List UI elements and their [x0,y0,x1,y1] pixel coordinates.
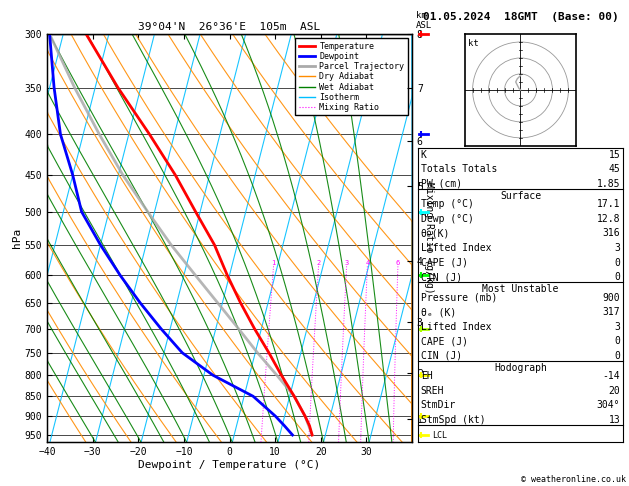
Text: km
ASL: km ASL [416,11,431,30]
Text: 0: 0 [615,272,620,282]
Text: 3: 3 [345,260,348,266]
Legend: Temperature, Dewpoint, Parcel Trajectory, Dry Adiabat, Wet Adiabat, Isotherm, Mi: Temperature, Dewpoint, Parcel Trajectory… [296,38,408,115]
Text: 13: 13 [608,415,620,425]
Text: StmDir: StmDir [421,400,456,411]
Text: LCL: LCL [432,431,447,439]
Text: -14: -14 [603,371,620,382]
Text: Lifted Index: Lifted Index [421,243,491,253]
Text: EH: EH [421,371,433,382]
Title: 39°04'N  26°36'E  105m  ASL: 39°04'N 26°36'E 105m ASL [138,22,321,32]
Text: Most Unstable: Most Unstable [482,284,559,294]
Text: 12.8: 12.8 [597,214,620,224]
Text: θₑ (K): θₑ (K) [421,307,456,317]
Y-axis label: hPa: hPa [12,228,22,248]
Text: Lifted Index: Lifted Index [421,322,491,332]
Text: 900: 900 [603,293,620,303]
Y-axis label: Mixing Ratio (g/kg): Mixing Ratio (g/kg) [424,182,434,294]
Text: © weatheronline.co.uk: © weatheronline.co.uk [521,474,626,484]
Text: kt: kt [468,39,479,48]
Text: 4: 4 [365,260,369,266]
Text: Pressure (mb): Pressure (mb) [421,293,497,303]
Text: 317: 317 [603,307,620,317]
Text: Temp (°C): Temp (°C) [421,199,474,209]
Text: 20: 20 [608,386,620,396]
Text: 304°: 304° [597,400,620,411]
Text: 3: 3 [615,243,620,253]
Text: 0: 0 [615,336,620,347]
Text: 1.85: 1.85 [597,179,620,189]
Text: SREH: SREH [421,386,444,396]
Text: 3: 3 [615,322,620,332]
Text: CIN (J): CIN (J) [421,272,462,282]
Text: 17.1: 17.1 [597,199,620,209]
Text: CAPE (J): CAPE (J) [421,336,468,347]
Text: CIN (J): CIN (J) [421,351,462,361]
Text: 6: 6 [396,260,400,266]
Text: 45: 45 [608,164,620,174]
Text: 1: 1 [271,260,276,266]
Text: θₑ(K): θₑ(K) [421,228,450,239]
X-axis label: Dewpoint / Temperature (°C): Dewpoint / Temperature (°C) [138,460,321,470]
Text: PW (cm): PW (cm) [421,179,462,189]
Text: 316: 316 [603,228,620,239]
Text: K: K [421,150,426,160]
Text: Dewp (°C): Dewp (°C) [421,214,474,224]
Text: 01.05.2024  18GMT  (Base: 00): 01.05.2024 18GMT (Base: 00) [423,12,618,22]
Text: 0: 0 [615,258,620,268]
Text: Surface: Surface [500,191,541,201]
Text: Totals Totals: Totals Totals [421,164,497,174]
Text: 2: 2 [316,260,321,266]
Text: 0: 0 [615,351,620,361]
Text: 15: 15 [608,150,620,160]
Text: StmSpd (kt): StmSpd (kt) [421,415,486,425]
Text: CAPE (J): CAPE (J) [421,258,468,268]
Text: Hodograph: Hodograph [494,363,547,373]
